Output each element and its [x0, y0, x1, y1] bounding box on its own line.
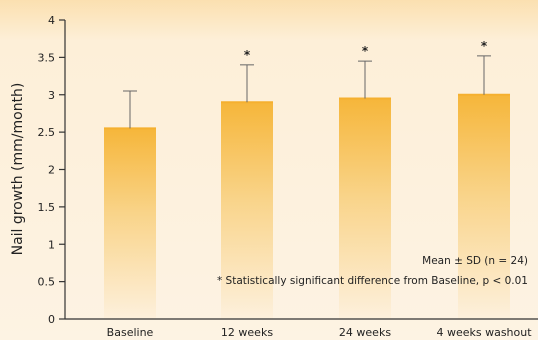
y-ticks: 0 0.5 1 1.5 2 2.5 3 3.5 4 — [38, 14, 65, 326]
significance-star: * — [244, 48, 251, 62]
y-tick-label: 2 — [48, 164, 55, 177]
y-tick-label: 0.5 — [38, 276, 56, 289]
y-axis-title: Nail growth (mm/month) — [10, 83, 26, 256]
y-tick-label: 4 — [48, 14, 55, 27]
bar — [339, 98, 391, 319]
x-tick-label: 12 weeks — [221, 326, 273, 339]
y-tick-label: 2.5 — [38, 126, 56, 139]
bar — [104, 128, 156, 319]
significance-note: * Statistically significant difference f… — [217, 275, 528, 287]
y-tick-label: 3 — [48, 89, 55, 102]
x-tick-label: 24 weeks — [339, 326, 391, 339]
bar — [458, 94, 510, 319]
error-bars-layer — [123, 55, 491, 129]
y-tick-label: 0 — [48, 313, 55, 326]
y-tick-label: 3.5 — [38, 51, 56, 64]
x-tick-labels: Baseline 12 weeks 24 weeks 4 weeks washout — [107, 326, 533, 339]
bar — [221, 102, 273, 319]
mean-sd-note: Mean ± SD (n = 24) — [422, 255, 528, 267]
y-tick-label: 1 — [48, 238, 55, 251]
x-tick-label: 4 weeks washout — [436, 326, 532, 339]
x-tick-label: Baseline — [107, 326, 154, 339]
significance-star: * — [362, 44, 369, 58]
bars-layer — [104, 93, 510, 319]
significance-markers: * * * — [244, 39, 488, 62]
significance-star: * — [481, 39, 488, 53]
y-tick-label: 1.5 — [38, 201, 56, 214]
